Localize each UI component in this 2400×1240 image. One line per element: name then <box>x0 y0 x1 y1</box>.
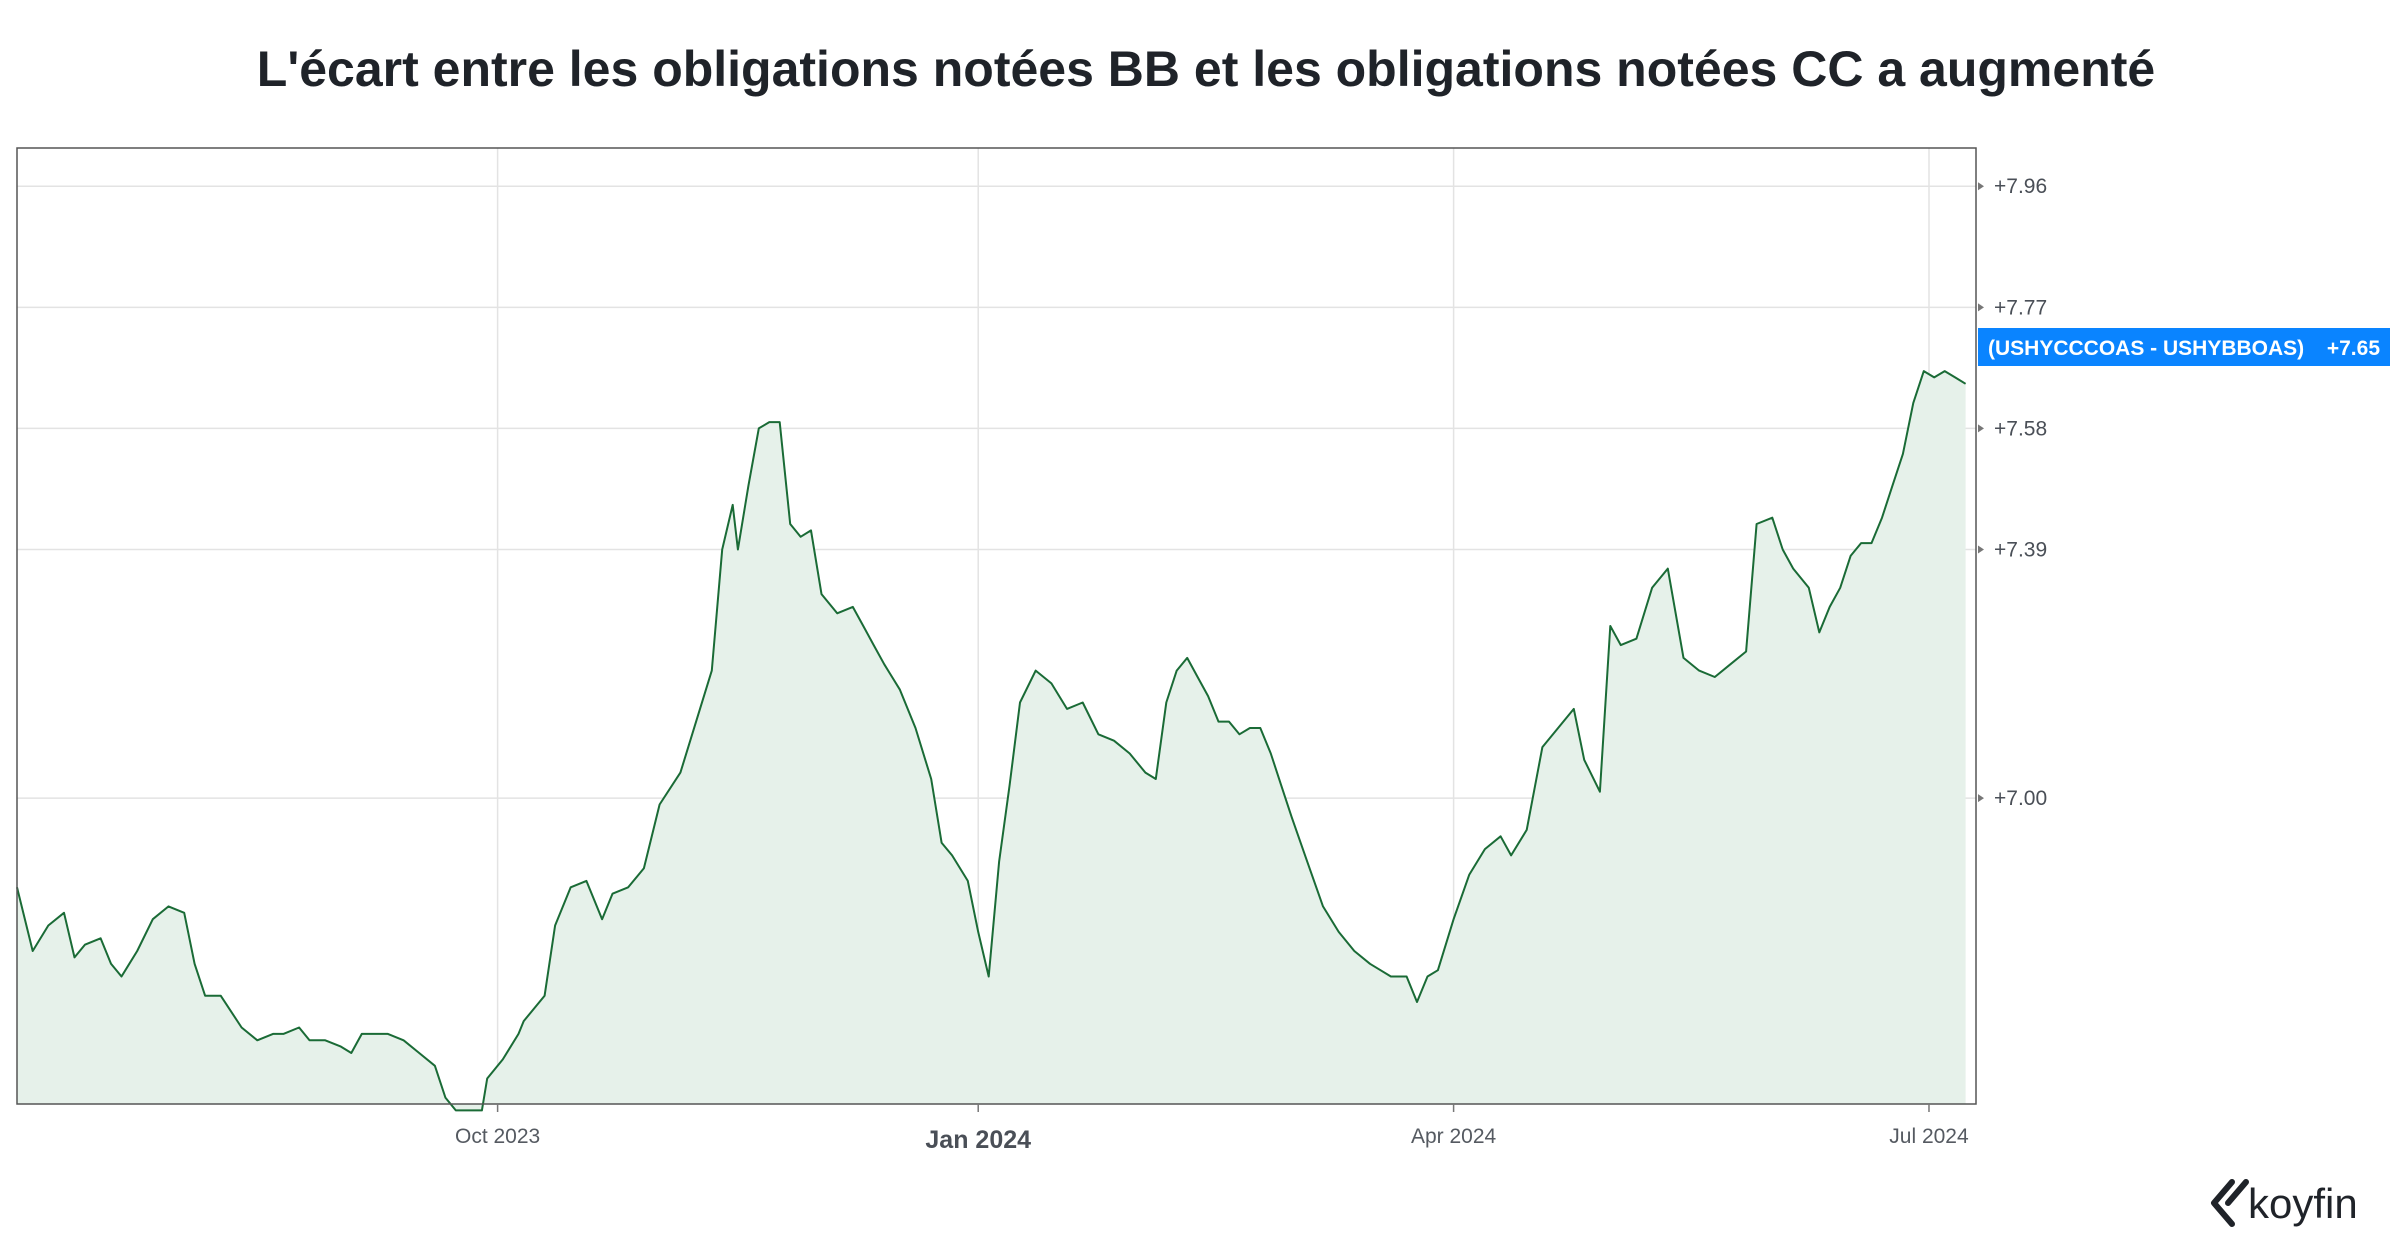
x-axis: Oct 2023 Jan 2024 Apr 2024 Jul 2024 <box>455 1104 1969 1154</box>
chart-title: L'écart entre les obligations notées BB … <box>257 41 2155 97</box>
y-tick-marker <box>1978 303 1984 312</box>
y-tick-marker <box>1978 182 1984 191</box>
x-tick-label: Jul 2024 <box>1889 1125 1969 1148</box>
series-line <box>16 370 1967 1112</box>
koyfin-logo: koyfin <box>2211 1179 2358 1227</box>
series-layer <box>16 370 1967 1112</box>
badge-value: +7.65 <box>2327 337 2380 360</box>
plot-frame <box>16 147 1977 1105</box>
y-tick-label: +7.00 <box>1994 787 2047 810</box>
y-tick-label: +7.39 <box>1994 539 2047 562</box>
badge-series-name: (USHYCCCOAS - USHYBBOAS) <box>1988 337 2304 360</box>
last-value-badge: (USHYCCCOAS - USHYBBOAS) +7.65 <box>1978 328 2390 366</box>
badge-background <box>1978 328 2390 366</box>
y-tick-marker <box>1978 424 1984 433</box>
series-area <box>17 371 1966 1111</box>
y-tick-marker <box>1978 794 1984 803</box>
y-tick-label: +7.58 <box>1994 417 2047 440</box>
y-tick-marker <box>1978 545 1984 554</box>
x-tick-label: Apr 2024 <box>1411 1125 1497 1148</box>
x-tick-label: Jan 2024 <box>925 1126 1031 1154</box>
y-tick-label: +7.77 <box>1994 296 2047 319</box>
x-tick-label: Oct 2023 <box>455 1125 540 1148</box>
koyfin-chevron-icon <box>2211 1179 2249 1227</box>
y-axis: +7.00 +7.39 +7.58 +7.77 +7.96 <box>1978 175 2047 810</box>
logo-text: koyfin <box>2248 1180 2358 1227</box>
y-tick-label: +7.96 <box>1994 175 2047 198</box>
